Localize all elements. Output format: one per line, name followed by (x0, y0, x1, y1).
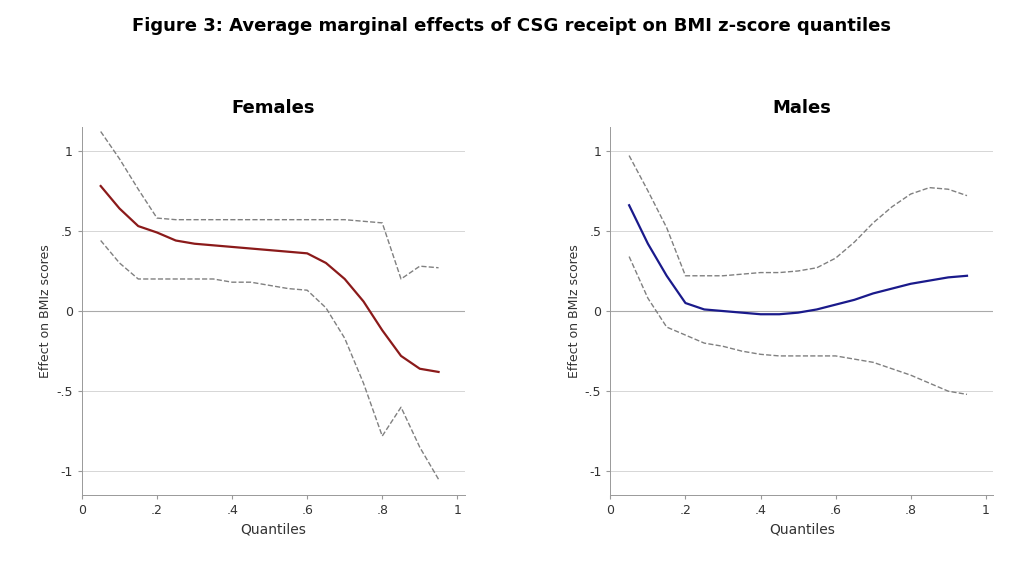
Title: Females: Females (231, 99, 315, 117)
X-axis label: Quantiles: Quantiles (241, 523, 306, 537)
X-axis label: Quantiles: Quantiles (769, 523, 835, 537)
Title: Males: Males (772, 99, 831, 117)
Text: Figure 3: Average marginal effects of CSG receipt on BMI z-score quantiles: Figure 3: Average marginal effects of CS… (132, 17, 892, 35)
Y-axis label: Effect on BMIz scores: Effect on BMIz scores (39, 244, 52, 378)
Y-axis label: Effect on BMIz scores: Effect on BMIz scores (567, 244, 581, 378)
